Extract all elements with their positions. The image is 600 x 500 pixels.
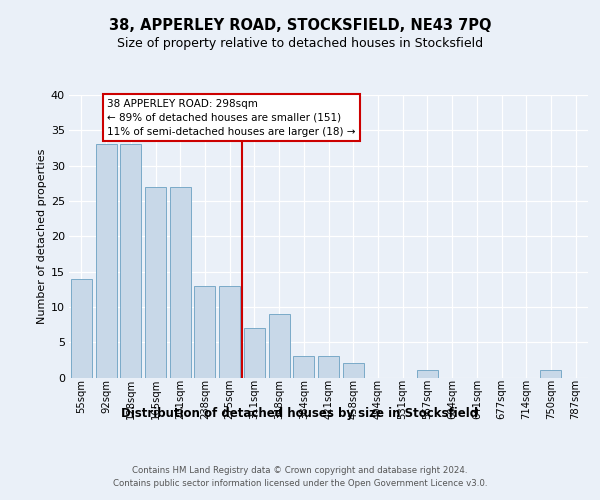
Text: 38 APPERLEY ROAD: 298sqm
← 89% of detached houses are smaller (151)
11% of semi-: 38 APPERLEY ROAD: 298sqm ← 89% of detach…	[107, 98, 356, 136]
Bar	[318, 356, 339, 378]
Bar	[170, 187, 191, 378]
Bar	[71, 278, 92, 378]
Bar	[417, 370, 438, 378]
Bar	[293, 356, 314, 378]
Bar	[269, 314, 290, 378]
Bar	[194, 286, 215, 378]
Text: 38, APPERLEY ROAD, STOCKSFIELD, NE43 7PQ: 38, APPERLEY ROAD, STOCKSFIELD, NE43 7PQ	[109, 18, 491, 32]
Bar	[120, 144, 141, 378]
Text: Size of property relative to detached houses in Stocksfield: Size of property relative to detached ho…	[117, 38, 483, 51]
Y-axis label: Number of detached properties: Number of detached properties	[37, 148, 47, 324]
Text: Contains HM Land Registry data © Crown copyright and database right 2024.
Contai: Contains HM Land Registry data © Crown c…	[113, 466, 487, 487]
Bar	[145, 187, 166, 378]
Text: Distribution of detached houses by size in Stocksfield: Distribution of detached houses by size …	[121, 408, 479, 420]
Bar	[343, 364, 364, 378]
Bar	[219, 286, 240, 378]
Bar	[95, 144, 116, 378]
Bar	[541, 370, 562, 378]
Bar	[244, 328, 265, 378]
